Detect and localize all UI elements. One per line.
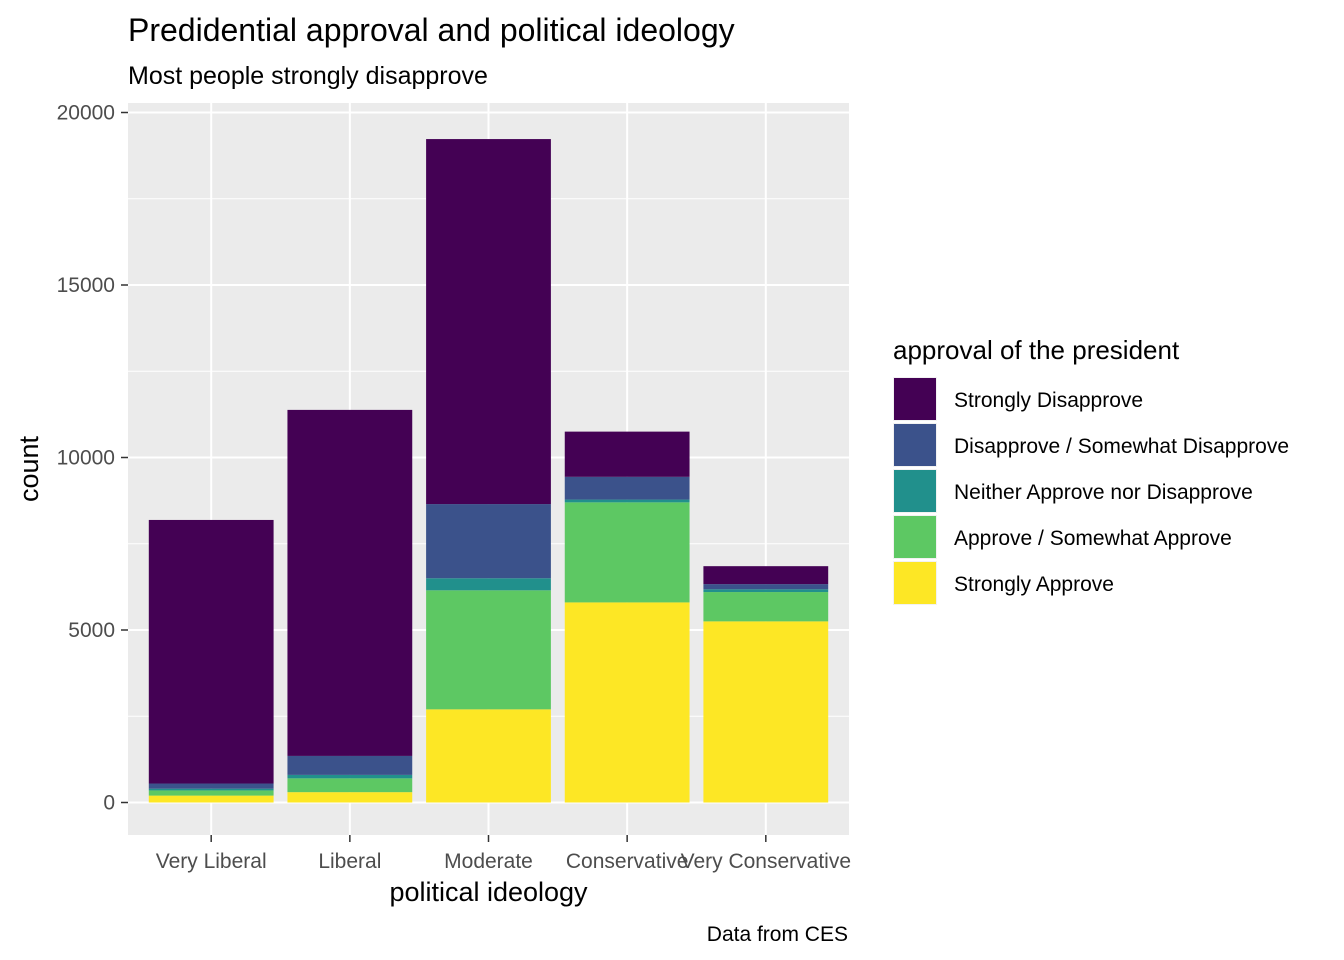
chart-title: Predidential approval and political ideo… — [128, 12, 735, 48]
y-tick-label: 10000 — [57, 447, 115, 470]
legend-items: Strongly Disapprove Disapprove / Somewhat… — [893, 377, 1289, 605]
x-tick-label: Liberal — [318, 850, 381, 873]
bar-segment — [148, 790, 274, 796]
legend-key-swatch — [894, 378, 936, 420]
legend-key-swatch — [894, 424, 936, 466]
x-axis-ticks: Very Liberal Liberal Moderate ConservativeV… — [156, 835, 851, 873]
bar-segment — [703, 589, 829, 593]
y-tick-label: 15000 — [57, 274, 115, 297]
y-axis-title: count — [14, 435, 44, 502]
y-axis-ticks: 0 5000 10000 15000 20000 — [57, 102, 128, 815]
legend: approval of the president Strongly Disap… — [893, 335, 1289, 605]
y-tick-label: 5000 — [68, 619, 115, 642]
legend-label: Disapprove / Somewhat Disapprove — [954, 435, 1289, 458]
bar-segment — [148, 783, 274, 789]
x-tick-label: Very Liberal — [156, 850, 267, 873]
bar-segment — [703, 584, 829, 590]
chart-subtitle: Most people strongly disapprove — [128, 62, 488, 90]
bar-segment — [287, 409, 413, 756]
legend-key-swatch — [894, 516, 936, 558]
x-axis-title: political ideology — [389, 877, 588, 907]
chart-caption: Data from CES — [707, 923, 848, 946]
legend-label: Strongly Approve — [954, 573, 1114, 596]
legend-label: Approve / Somewhat Approve — [954, 527, 1232, 550]
legend-key-swatch — [894, 562, 936, 604]
bar-segment — [426, 709, 551, 803]
bar-segment — [564, 499, 690, 503]
y-tick-label: 0 — [103, 792, 115, 815]
bar-segment — [426, 578, 551, 591]
legend-key-swatch — [894, 470, 936, 512]
bar-segment — [703, 592, 829, 622]
bar-segment — [564, 431, 690, 477]
bar-segment — [287, 778, 413, 793]
bar-segment — [148, 788, 274, 791]
x-tick-label: Very Conservative — [681, 850, 851, 873]
bar-segment — [287, 774, 413, 779]
bar-segment — [703, 566, 829, 585]
bar-segment — [287, 792, 413, 803]
bar-segment — [426, 590, 551, 710]
bar-segment — [426, 139, 551, 505]
bar-segment — [426, 504, 551, 579]
legend-label: Neither Approve nor Disapprove — [954, 481, 1253, 504]
y-tick-label: 20000 — [57, 102, 115, 125]
bar-segment — [703, 621, 829, 803]
bar-segment — [564, 602, 690, 803]
bar-segment — [564, 476, 690, 500]
legend-title: approval of the president — [893, 335, 1180, 365]
x-tick-label: Conservative — [566, 850, 689, 873]
bar-segment — [287, 755, 413, 775]
bar-segment — [148, 519, 274, 784]
bar-segment — [564, 502, 690, 603]
x-tick-label: Moderate — [444, 850, 533, 873]
bar-segment — [148, 795, 274, 803]
legend-label: Strongly Disapprove — [954, 389, 1143, 412]
bar-stacks — [148, 139, 829, 803]
